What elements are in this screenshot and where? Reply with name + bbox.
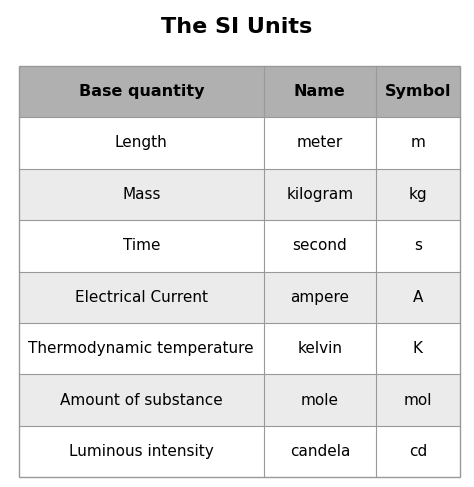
Text: Name: Name: [294, 84, 346, 99]
Text: Mass: Mass: [122, 187, 161, 202]
Text: m: m: [410, 135, 425, 150]
Text: A: A: [413, 290, 423, 305]
Bar: [264, 426, 376, 477]
Text: candela: candela: [290, 444, 350, 459]
Bar: [376, 323, 460, 375]
Text: s: s: [414, 238, 422, 253]
Bar: [19, 272, 264, 323]
Text: Luminous intensity: Luminous intensity: [69, 444, 214, 459]
Text: ampere: ampere: [290, 290, 349, 305]
Bar: [264, 375, 376, 426]
Bar: [376, 375, 460, 426]
Bar: [19, 323, 264, 375]
Bar: [376, 220, 460, 272]
Text: Symbol: Symbol: [385, 84, 451, 99]
Text: K: K: [413, 341, 423, 356]
Text: cd: cd: [409, 444, 427, 459]
Text: Electrical Current: Electrical Current: [75, 290, 208, 305]
Bar: [264, 272, 376, 323]
Bar: [19, 66, 264, 117]
Text: kelvin: kelvin: [297, 341, 342, 356]
Bar: [19, 375, 264, 426]
Text: Base quantity: Base quantity: [79, 84, 204, 99]
Text: mol: mol: [404, 393, 432, 408]
Text: second: second: [292, 238, 347, 253]
Bar: [264, 169, 376, 220]
Bar: [376, 117, 460, 169]
Text: meter: meter: [297, 135, 343, 150]
Text: mole: mole: [301, 393, 339, 408]
Text: kg: kg: [409, 187, 427, 202]
Bar: [264, 66, 376, 117]
Bar: [264, 117, 376, 169]
Bar: [376, 426, 460, 477]
Bar: [19, 426, 264, 477]
Bar: [19, 117, 264, 169]
Bar: [376, 66, 460, 117]
Text: kilogram: kilogram: [286, 187, 354, 202]
Text: The SI Units: The SI Units: [161, 17, 313, 37]
Text: Length: Length: [115, 135, 168, 150]
Bar: [19, 66, 460, 477]
Text: Thermodynamic temperature: Thermodynamic temperature: [28, 341, 254, 356]
Bar: [264, 323, 376, 375]
Bar: [19, 220, 264, 272]
Bar: [264, 220, 376, 272]
Text: Time: Time: [123, 238, 160, 253]
Bar: [19, 169, 264, 220]
Bar: [376, 169, 460, 220]
Text: Amount of substance: Amount of substance: [60, 393, 223, 408]
Bar: [376, 272, 460, 323]
